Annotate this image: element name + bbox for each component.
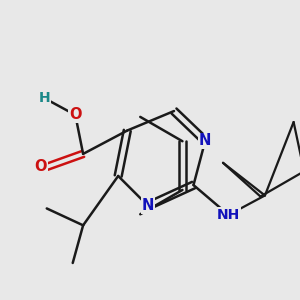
Text: N: N: [142, 198, 154, 213]
Text: N: N: [199, 134, 211, 148]
Text: H: H: [38, 91, 50, 105]
Text: O: O: [35, 159, 47, 174]
Text: O: O: [69, 107, 82, 122]
Text: NH: NH: [217, 208, 240, 222]
